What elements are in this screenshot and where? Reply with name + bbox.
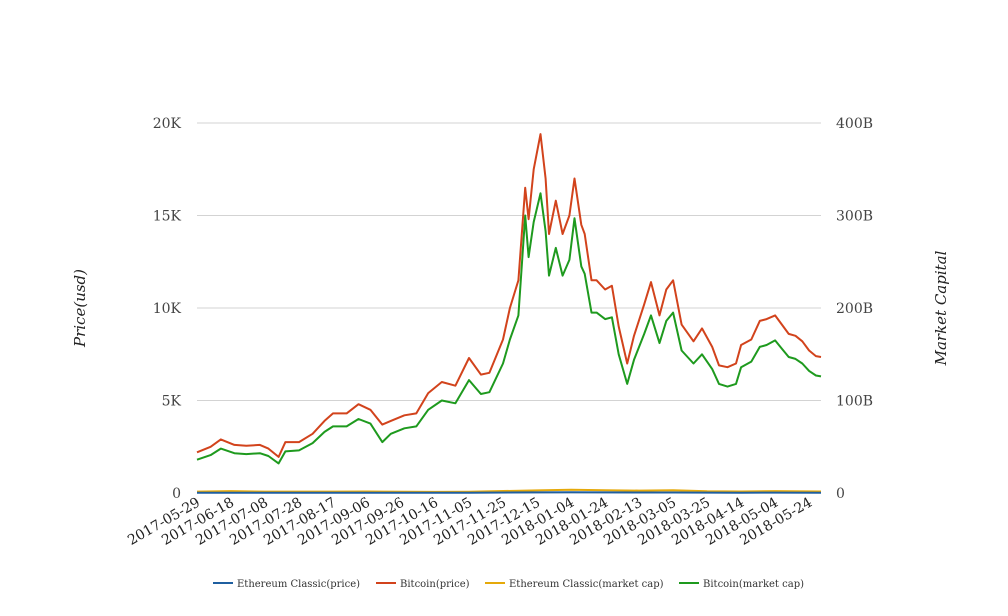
left-tick-label: 10K	[153, 301, 182, 317]
legend: Ethereum Classic(price) Bitcoin(price) Eth…	[213, 579, 804, 590]
left-tick-label: 5K	[162, 394, 182, 410]
series-line	[196, 488, 822, 493]
legend-label[interactable]: Bitcoin(price)	[400, 579, 470, 590]
right-tick-label: 0	[836, 486, 845, 502]
right-tick-label: 300B	[836, 209, 873, 225]
series-line	[196, 192, 822, 465]
right-tick-label: 400B	[836, 116, 873, 132]
left-tick-label: 15K	[153, 209, 182, 225]
left-tick-label: 0	[172, 486, 181, 502]
legend-label[interactable]: Ethereum Classic(price)	[237, 579, 360, 590]
x-axis-ticks: 2017-05-292017-06-182017-07-082017-07-28…	[125, 495, 815, 549]
right-tick-label: 100B	[836, 394, 873, 410]
legend-label[interactable]: Bitcoin(market cap)	[703, 579, 804, 590]
legend-label[interactable]: Ethereum Classic(market cap)	[509, 579, 664, 590]
right-axis-ticks: 0 100B 200B 300B 400B	[836, 116, 873, 502]
left-axis-title: Price(usd)	[71, 269, 89, 348]
right-axis-title: Market Capital	[932, 250, 950, 366]
left-tick-label: 20K	[153, 116, 182, 132]
series-line	[196, 133, 822, 458]
left-axis-ticks: 0 5K 10K 15K 20K	[153, 116, 182, 502]
right-tick-label: 200B	[836, 301, 873, 317]
series-lines	[196, 133, 822, 494]
